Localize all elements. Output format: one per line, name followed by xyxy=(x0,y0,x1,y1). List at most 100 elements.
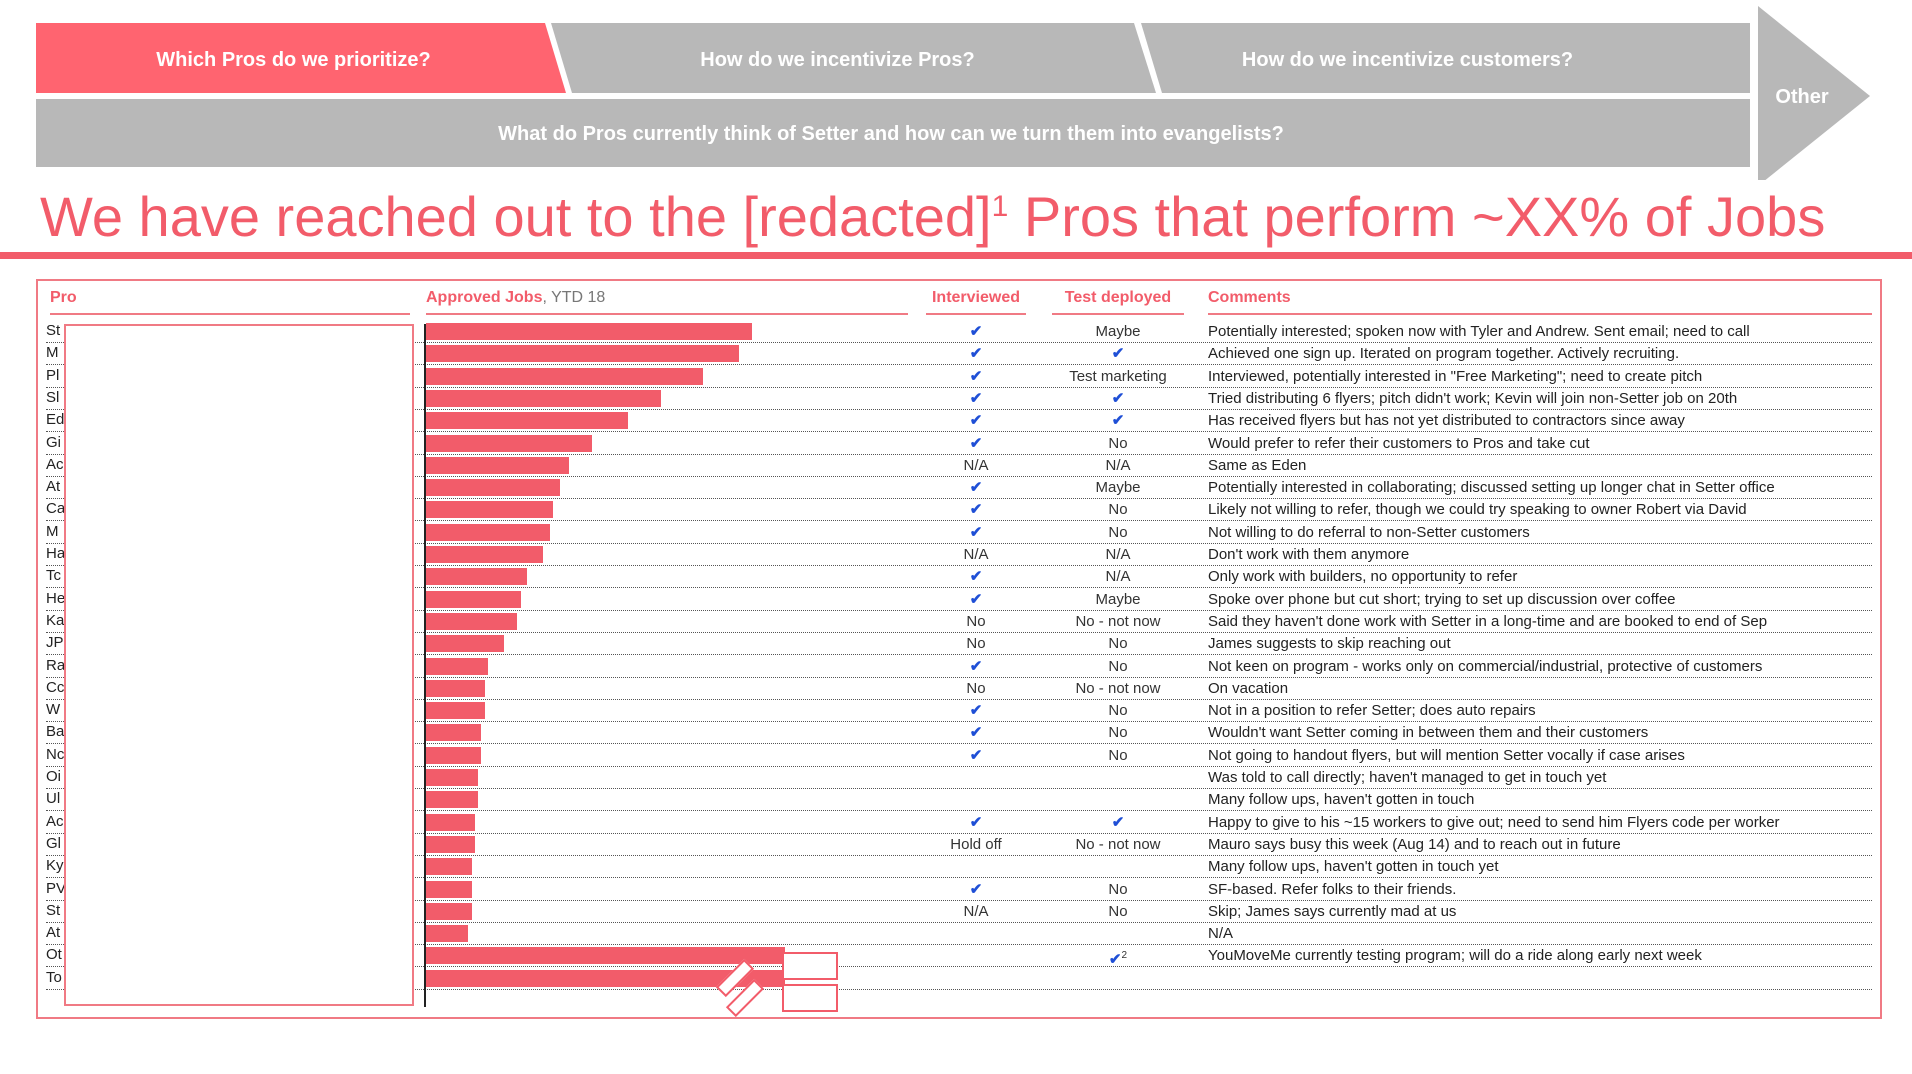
test-deployed-cell: No - not now xyxy=(1075,835,1161,853)
jobs-bar xyxy=(426,746,482,764)
jobs-bar xyxy=(426,456,570,474)
pro-name: He xyxy=(46,589,66,607)
interviewed-cell: ✔ xyxy=(926,723,1026,743)
interviewed-cell: No xyxy=(966,635,986,653)
row-dotted-line xyxy=(46,698,1872,700)
pro-name: Ul xyxy=(46,790,61,808)
jobs-bar xyxy=(426,769,479,786)
test-deployed-cell: N/A xyxy=(1105,546,1131,563)
pro-name: St xyxy=(46,901,61,919)
pro-name: Gi xyxy=(46,433,61,451)
comment-cell: Wouldn't want Setter coming in between t… xyxy=(1208,724,1649,742)
comment-cell: Mauro says busy this week (Aug 14) and t… xyxy=(1208,835,1621,853)
test-deployed-cell: N/A xyxy=(1105,568,1131,586)
row-dotted-line xyxy=(46,765,1872,767)
comment-cell: Only work with builders, no opportunity … xyxy=(1208,568,1518,586)
interviewed-cell: N/A xyxy=(963,456,989,474)
test-deployed-cell: No xyxy=(1108,523,1128,541)
interviewed-cell: ✔ xyxy=(926,411,1026,431)
jobs-bar xyxy=(426,657,488,675)
column-header-test-deployed: Test deployed xyxy=(1052,289,1184,315)
jobs-bar xyxy=(426,367,704,385)
table-row: At N/A xyxy=(0,923,1912,946)
row-dotted-line xyxy=(46,743,1872,745)
comment-cell: Happy to give to his ~15 workers to give… xyxy=(1208,813,1780,831)
pro-name: Pl xyxy=(46,366,60,384)
title-part-2: Pros that perform ~XX% of Jobs xyxy=(1008,185,1826,248)
interviewed-cell: ✔ xyxy=(926,657,1026,677)
bar-axis xyxy=(424,324,426,1007)
jobs-bar xyxy=(426,345,739,363)
row-dotted-line xyxy=(46,542,1872,544)
comment-cell: YouMoveMe currently testing program; wil… xyxy=(1208,947,1702,965)
interviewed-cell: N/A xyxy=(963,902,989,920)
tab-other[interactable]: Other xyxy=(1775,86,1829,108)
comment-cell: James suggests to skip reaching out xyxy=(1208,635,1451,653)
column-header-comments: Comments xyxy=(1208,289,1872,315)
checkmark-icon: ✔ xyxy=(969,813,983,831)
row-dotted-line xyxy=(46,877,1872,879)
comment-cell: Same as Eden xyxy=(1208,456,1307,474)
test-deployed-cell: No xyxy=(1108,902,1128,920)
table-row: Ac N/A N/A Same as Eden xyxy=(0,455,1912,477)
test-deployed-cell: ✔ xyxy=(1052,411,1184,431)
row-dotted-line xyxy=(46,810,1872,812)
row-dotted-line xyxy=(46,431,1872,433)
test-deployed-cell: No xyxy=(1108,635,1128,653)
title-part-1: We have reached out to the [redacted] xyxy=(40,185,992,248)
pro-name: Gl xyxy=(46,834,61,852)
tab-which-pros[interactable]: Which Pros do we prioritize? xyxy=(156,49,431,71)
row-dotted-line xyxy=(46,788,1872,789)
tab-evangelists[interactable]: What do Pros currently think of Setter a… xyxy=(498,123,1284,145)
interviewed-cell: No xyxy=(966,679,986,697)
pro-name: W xyxy=(46,701,61,719)
checkmark-icon: ✔ xyxy=(969,434,983,452)
jobs-bar xyxy=(426,947,785,965)
pro-name: At xyxy=(46,478,61,496)
jobs-header-label: Approved Jobs xyxy=(426,289,543,306)
row-dotted-line xyxy=(46,453,1872,455)
jobs-bar xyxy=(426,925,469,943)
tab-incentivize-customers[interactable]: How do we incentivize customers? xyxy=(1241,49,1574,71)
tab-incentivize-pros[interactable]: How do we incentivize Pros? xyxy=(700,49,975,71)
comment-cell: Not in a position to refer Setter; does … xyxy=(1208,702,1536,720)
comment-cell: Potentially interested in collaborating;… xyxy=(1208,479,1775,497)
test-deployed-cell: Maybe xyxy=(1095,479,1141,497)
checkmark-icon: ✔ xyxy=(969,345,983,363)
pro-name: Cc xyxy=(46,678,65,696)
jobs-bar xyxy=(426,479,560,497)
test-deployed-cell: ✔2 xyxy=(1052,946,1184,970)
row-dotted-line xyxy=(46,988,1872,990)
table-row: Ul Many follow ups, haven't gotten in tou… xyxy=(0,789,1912,812)
checkmark-icon: ✔ xyxy=(1111,389,1125,407)
row-dotted-line xyxy=(46,832,1872,834)
pro-name: Ac xyxy=(46,812,64,830)
row-dotted-line xyxy=(46,475,1872,477)
jobs-bar xyxy=(426,568,528,586)
checkmark-icon: ✔ xyxy=(969,657,983,675)
row-dotted-line xyxy=(46,364,1872,366)
jobs-bar xyxy=(426,969,785,987)
row-dotted-line xyxy=(46,520,1872,522)
pro-name: At xyxy=(46,924,61,942)
row-dotted-line xyxy=(46,609,1872,611)
jobs-bar xyxy=(426,501,554,519)
table-row: Ed ✔ ✔ Has received flyers but has not yet … xyxy=(0,410,1912,433)
table-row: St ✔ Maybe Potentially interested; spoken n… xyxy=(0,321,1912,343)
table-frame xyxy=(36,279,1882,1019)
table-row: At ✔ Maybe Potentially interested in collab… xyxy=(0,477,1912,500)
column-header-interviewed: Interviewed xyxy=(926,289,1026,315)
comment-cell: Said they haven't done work with Setter … xyxy=(1208,612,1768,630)
interviewed-cell: ✔ xyxy=(926,344,1026,364)
jobs-bar xyxy=(426,323,752,340)
checkmark-icon: ✔ xyxy=(969,880,983,898)
pro-name: Tc xyxy=(46,567,61,585)
jobs-bar xyxy=(426,523,550,541)
table-row: M ✔ No Not willing to do referral to non-Se… xyxy=(0,522,1912,544)
test-deployed-cell: Maybe xyxy=(1095,323,1141,340)
tab-prioritize-shape xyxy=(36,23,566,93)
jobs-bar xyxy=(426,724,482,742)
interviewed-cell: ✔ xyxy=(926,523,1026,543)
jobs-bar xyxy=(426,880,472,898)
pro-name: Oi xyxy=(46,768,61,785)
